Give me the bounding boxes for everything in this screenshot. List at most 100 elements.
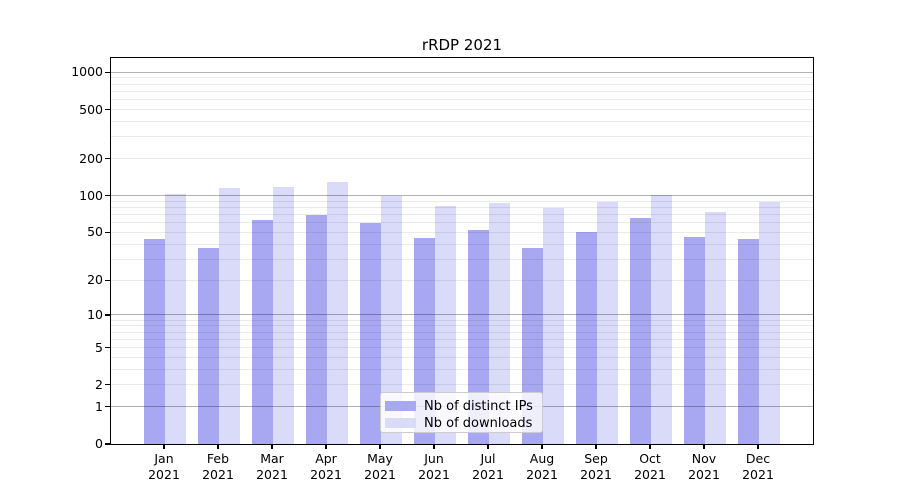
bar-ips-jan — [144, 239, 165, 444]
x-axis-month: Dec — [745, 451, 771, 466]
y-axis-tick-label: 20 — [87, 272, 103, 288]
y-axis-tick-label: 1000 — [71, 64, 103, 80]
x-axis-year: 2021 — [364, 466, 396, 482]
minor-gridline-600 — [111, 99, 813, 101]
x-axis-tick-label: Jul 2021 — [458, 451, 518, 482]
x-axis-year: 2021 — [526, 466, 558, 482]
x-axis-tick — [703, 444, 705, 449]
minor-gridline-800 — [111, 83, 813, 85]
y-axis-tick — [105, 384, 110, 386]
y-axis-tick — [105, 71, 110, 73]
y-axis-tick — [105, 108, 110, 111]
y-axis-tick — [105, 406, 110, 408]
bar-downloads-apr — [327, 181, 348, 444]
x-axis-year: 2021 — [202, 466, 234, 482]
y-axis-tick — [105, 279, 110, 281]
bar-downloads-aug — [543, 208, 564, 444]
bar-downloads-sep — [597, 201, 618, 444]
y-axis-tick-label: 100 — [79, 187, 103, 203]
minor-gridline-500 — [111, 109, 813, 111]
bar-ips-jul — [468, 230, 489, 444]
x-axis-tick-label: Dec 2021 — [728, 451, 788, 482]
x-axis-year: 2021 — [688, 466, 720, 482]
major-gridline-1000 — [111, 71, 813, 73]
x-axis-tick — [217, 444, 219, 449]
x-axis-tick-label: Apr 2021 — [296, 451, 356, 482]
bar-ips-mar — [252, 220, 273, 444]
y-axis-tick-label: 500 — [79, 101, 103, 117]
x-axis-year: 2021 — [256, 466, 288, 482]
x-axis-month: Apr — [315, 451, 337, 466]
x-axis-year: 2021 — [742, 466, 774, 482]
y-axis-tick-label: 10 — [87, 306, 103, 322]
y-axis-tick — [105, 347, 110, 349]
x-axis-tick — [595, 444, 597, 449]
plot-area — [110, 57, 814, 445]
minor-gridline-400 — [111, 121, 813, 123]
y-axis-tick-label: 50 — [87, 224, 103, 240]
bar-ips-may — [360, 222, 381, 444]
x-axis-tick — [541, 444, 543, 449]
x-axis-year: 2021 — [148, 466, 180, 482]
x-axis-tick — [325, 444, 327, 449]
x-axis-tick — [271, 444, 273, 449]
x-axis-tick — [487, 444, 489, 449]
y-axis-tick-label: 1 — [95, 398, 103, 414]
y-axis-tick-label: 5 — [95, 339, 103, 355]
bar-downloads-dec — [759, 201, 780, 444]
x-axis-tick-label: Nov 2021 — [674, 451, 734, 482]
bar-ips-apr — [306, 215, 327, 444]
x-axis-year: 2021 — [418, 466, 450, 482]
x-axis-year: 2021 — [580, 466, 612, 482]
x-axis-tick-label: Sep 2021 — [566, 451, 626, 482]
x-axis-tick-label: Mar 2021 — [242, 451, 302, 482]
legend-swatch-distinct-ips — [385, 400, 416, 412]
y-axis-tick — [105, 158, 110, 160]
y-axis-tick — [105, 195, 110, 197]
legend: Nb of distinct IPs Nb of downloads — [380, 392, 543, 433]
bar-ips-oct — [630, 217, 651, 444]
bar-ips-sep — [576, 232, 597, 444]
chart-title: rRDP 2021 — [421, 36, 503, 54]
x-axis-tick-label: Jun 2021 — [404, 451, 464, 482]
x-axis-month: Jan — [154, 451, 174, 466]
x-axis-tick — [379, 444, 381, 449]
minor-gridline-700 — [111, 90, 813, 92]
legend-label-downloads: Nb of downloads — [424, 415, 533, 431]
bar-downloads-feb — [219, 187, 240, 444]
x-axis-month: Sep — [584, 451, 608, 466]
y-axis-tick-label: 0 — [95, 436, 103, 451]
legend-item-distinct-ips: Nb of distinct IPs — [385, 398, 535, 414]
minor-gridline-900 — [111, 77, 813, 79]
x-axis-month: Mar — [260, 451, 284, 466]
bar-downloads-nov — [705, 212, 726, 444]
x-axis-tick-label: Jan 2021 — [134, 451, 194, 482]
bar-downloads-jul — [489, 202, 510, 444]
y-axis-tick — [105, 231, 110, 234]
y-axis-tick — [105, 314, 110, 316]
x-axis-month: Oct — [639, 451, 661, 466]
legend-swatch-downloads — [385, 417, 416, 429]
legend-item-downloads: Nb of downloads — [385, 415, 535, 431]
minor-gridline-300 — [111, 136, 813, 138]
x-axis-tick-label: Aug 2021 — [512, 451, 572, 482]
x-axis-year: 2021 — [472, 466, 504, 482]
bar-downloads-may — [381, 195, 402, 444]
x-axis-tick-label: Feb 2021 — [188, 451, 248, 482]
bar-ips-feb — [198, 248, 219, 444]
bar-downloads-jan — [165, 193, 186, 444]
x-axis-year: 2021 — [310, 466, 342, 482]
x-axis-month: Jul — [480, 451, 496, 466]
minor-gridline-90 — [111, 200, 813, 202]
x-axis-tick — [433, 444, 435, 449]
legend-label-distinct-ips: Nb of distinct IPs — [424, 398, 533, 414]
bar-ips-dec — [738, 239, 759, 444]
x-axis-tick — [757, 444, 759, 449]
bar-downloads-oct — [651, 195, 672, 444]
x-axis-month: Feb — [206, 451, 230, 466]
x-axis-tick — [163, 444, 165, 449]
x-axis-tick-label: May 2021 — [350, 451, 410, 482]
x-axis-month: Jun — [424, 451, 444, 466]
bar-downloads-mar — [273, 186, 294, 444]
